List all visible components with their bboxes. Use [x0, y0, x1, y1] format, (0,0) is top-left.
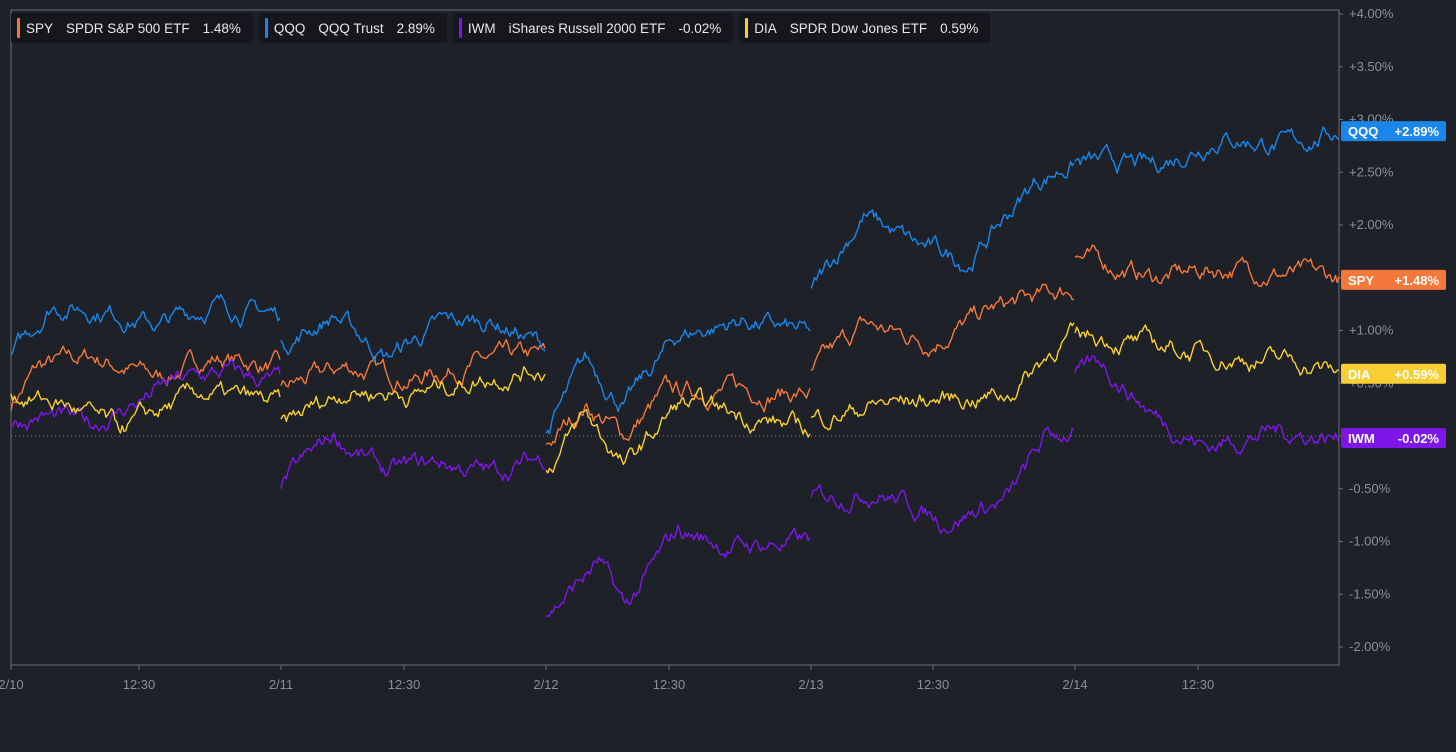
- legend-change: 2.89%: [396, 20, 435, 36]
- y-tick-label: -1.50%: [1349, 586, 1391, 601]
- x-tick-label: 12:30: [123, 677, 156, 692]
- legend-item-dia[interactable]: DIA SPDR Dow Jones ETF 0.59%: [739, 13, 991, 43]
- y-tick-label: +1.00%: [1349, 323, 1394, 338]
- series-line-dia: [1074, 324, 1340, 376]
- end-label-ticker-qqq: QQQ: [1348, 124, 1378, 139]
- y-tick-label: +2.00%: [1349, 217, 1394, 232]
- x-tick-label: 2/13: [798, 677, 823, 692]
- x-tick-label: 12:30: [388, 677, 421, 692]
- legend-ticker: SPY: [26, 20, 54, 36]
- series-line-dia: [810, 322, 1075, 431]
- y-tick-label: -1.00%: [1349, 534, 1391, 549]
- legend-ticker: IWM: [467, 20, 496, 36]
- series-line-dia: [10, 380, 281, 434]
- x-tick-label: 2/10: [0, 677, 24, 692]
- series-line-spy: [1074, 244, 1340, 288]
- y-tick-label: +2.50%: [1349, 164, 1394, 179]
- end-label-bg-qqq: [1341, 121, 1446, 142]
- x-tick-label: 12:30: [653, 677, 686, 692]
- legend-ticker: DIA: [754, 20, 777, 36]
- end-label-value-qqq: +2.89%: [1395, 124, 1440, 139]
- series-line-spy: [810, 283, 1075, 371]
- x-tick-label: 12:30: [917, 677, 950, 692]
- series-line-qqq: [280, 310, 546, 363]
- series-line-spy: [10, 345, 281, 411]
- y-tick-label: -0.50%: [1349, 481, 1391, 496]
- end-label-value-spy: +1.48%: [1395, 273, 1440, 288]
- end-label-bg-spy: [1341, 269, 1446, 290]
- legend-name: SPDR Dow Jones ETF: [789, 20, 928, 36]
- series-line-qqq: [10, 293, 281, 356]
- legend-item-iwm[interactable]: IWM iShares Russell 2000 ETF -0.02%: [452, 13, 734, 43]
- end-label-ticker-dia: DIA: [1348, 367, 1371, 382]
- x-tick-label: 2/14: [1062, 677, 1087, 692]
- y-tick-label: +4.00%: [1349, 6, 1394, 21]
- legend-name: SPDR S&P 500 ETF: [66, 20, 190, 36]
- y-tick-label: +3.50%: [1349, 59, 1394, 74]
- legend-name: iShares Russell 2000 ETF: [508, 20, 666, 36]
- plot-frame: [10, 9, 1340, 666]
- series-line-qqq: [1074, 126, 1340, 174]
- series-line-qqq: [810, 160, 1075, 289]
- series-line-spy: [280, 338, 546, 393]
- series-line-iwm: [10, 358, 281, 432]
- series-line-iwm: [1074, 355, 1340, 455]
- end-label-value-iwm: -0.02%: [1398, 431, 1440, 446]
- legend-name: QQQ Trust: [318, 20, 384, 36]
- legend-ticker: QQQ: [273, 20, 306, 36]
- series-line-dia: [545, 387, 811, 474]
- legend-item-spy[interactable]: SPY SPDR S&P 500 ETF 1.48%: [11, 13, 253, 43]
- series-line-dia: [280, 366, 546, 423]
- legend-swatch-dia: [745, 18, 749, 38]
- series-line-iwm: [810, 426, 1075, 535]
- legend-swatch-iwm: [458, 18, 462, 38]
- series-line-qqq: [545, 311, 811, 435]
- legend-swatch-qqq: [264, 18, 268, 38]
- legend-change: -0.02%: [678, 20, 722, 36]
- legend: SPY SPDR S&P 500 ETF 1.48% QQQ QQQ Trust…: [11, 13, 991, 43]
- end-label-ticker-spy: SPY: [1348, 273, 1374, 288]
- end-label-ticker-iwm: IWM: [1348, 431, 1375, 446]
- series-line-iwm: [545, 524, 811, 618]
- series-line-spy: [545, 373, 811, 446]
- legend-swatch-spy: [17, 18, 20, 38]
- end-label-value-dia: +0.59%: [1395, 367, 1440, 382]
- legend-change: 1.48%: [202, 20, 241, 36]
- end-label-bg-iwm: [1341, 428, 1446, 449]
- x-tick-label: 2/12: [533, 677, 558, 692]
- legend-item-qqq[interactable]: QQQ QQQ Trust 2.89%: [258, 13, 447, 43]
- y-tick-label: -2.00%: [1349, 639, 1391, 654]
- x-tick-label: 12:30: [1182, 677, 1215, 692]
- series-line-iwm: [280, 432, 546, 489]
- legend-change: 0.59%: [940, 20, 979, 36]
- x-tick-label: 2/11: [269, 677, 293, 692]
- end-label-bg-dia: [1341, 363, 1446, 384]
